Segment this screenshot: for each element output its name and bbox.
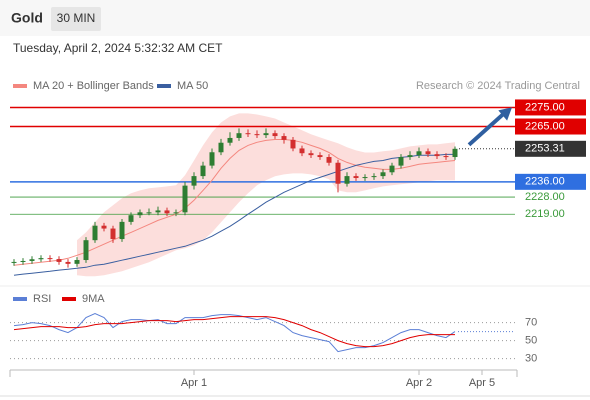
legend-label[interactable]: 9MA bbox=[82, 293, 105, 305]
indicator-line bbox=[13, 316, 455, 348]
x-tick-label: Apr 5 bbox=[469, 377, 495, 389]
candle-body bbox=[335, 162, 341, 184]
last-price-label: 2253.31 bbox=[525, 143, 565, 155]
candle-body bbox=[20, 260, 26, 262]
level-label-box bbox=[515, 118, 586, 135]
candle-body bbox=[227, 137, 233, 143]
attribution: Research © 2024 Trading Central bbox=[416, 80, 580, 92]
candle-body bbox=[443, 156, 449, 158]
timeframe-label[interactable]: 30 MIN bbox=[57, 11, 96, 25]
level-label: 2236.00 bbox=[525, 176, 565, 188]
candle-body bbox=[362, 177, 368, 179]
legend-label[interactable]: MA 20 + Bollinger Bands bbox=[33, 80, 154, 92]
instrument-title: Gold bbox=[11, 10, 43, 26]
candle-body bbox=[11, 261, 17, 263]
candle-body bbox=[236, 133, 242, 138]
legend-label[interactable]: RSI bbox=[33, 293, 51, 305]
legend-label[interactable]: MA 50 bbox=[177, 80, 208, 92]
candle-body bbox=[56, 259, 62, 262]
candle-body bbox=[272, 133, 278, 137]
candle-body bbox=[110, 228, 116, 240]
candle-body bbox=[434, 154, 440, 157]
candle-body bbox=[47, 258, 53, 260]
candle-body bbox=[164, 210, 170, 214]
timestamp: Tuesday, April 2, 2024 5:32:32 AM CET bbox=[13, 41, 223, 55]
candle-body bbox=[398, 157, 404, 166]
candle-body bbox=[182, 185, 188, 213]
candle-body bbox=[326, 157, 332, 163]
level-label: 2219.00 bbox=[525, 208, 565, 220]
candle-body bbox=[74, 260, 80, 264]
candle-body bbox=[407, 155, 413, 158]
candle-body bbox=[191, 176, 197, 186]
candle-body bbox=[65, 261, 71, 264]
candle-body bbox=[101, 225, 107, 229]
candle-body bbox=[353, 176, 359, 179]
candle-body bbox=[38, 258, 44, 260]
y-tick-label: 30 bbox=[525, 353, 537, 365]
candle-body bbox=[137, 212, 143, 216]
legend-swatch[interactable] bbox=[13, 297, 27, 301]
level-label-box bbox=[515, 173, 586, 190]
indicator-line bbox=[13, 313, 456, 353]
candle-body bbox=[281, 136, 287, 140]
bollinger-band bbox=[77, 113, 455, 277]
candle-body bbox=[119, 221, 125, 240]
candle-body bbox=[218, 142, 224, 153]
x-tick-label: Apr 2 bbox=[406, 377, 432, 389]
timeframe-badge[interactable] bbox=[51, 7, 101, 31]
candle-body bbox=[128, 215, 134, 222]
legend-swatch[interactable] bbox=[13, 84, 27, 88]
y-tick-label: 50 bbox=[525, 335, 537, 347]
candle-body bbox=[290, 139, 296, 149]
candle-body bbox=[173, 212, 179, 214]
candle-body bbox=[380, 172, 386, 177]
candle-body bbox=[29, 259, 35, 261]
x-tick-label: Apr 1 bbox=[181, 377, 207, 389]
forecast-arrow-head bbox=[498, 107, 512, 121]
candle-body bbox=[200, 165, 206, 177]
candle-body bbox=[425, 151, 431, 155]
candle-body bbox=[308, 153, 314, 156]
legend-swatch[interactable] bbox=[62, 297, 76, 301]
candle-body bbox=[263, 133, 269, 136]
candle-body bbox=[344, 176, 350, 184]
y-tick-label: 70 bbox=[525, 317, 537, 329]
candle-body bbox=[83, 240, 89, 261]
candle-body bbox=[416, 151, 422, 156]
forecast-arrow bbox=[467, 111, 506, 147]
candle-body bbox=[155, 210, 161, 213]
level-label: 2228.00 bbox=[525, 191, 565, 203]
candle-body bbox=[254, 134, 260, 136]
moving-average-line bbox=[13, 153, 455, 276]
level-label: 2275.00 bbox=[525, 101, 565, 113]
level-label-box bbox=[515, 99, 586, 116]
candle-body bbox=[452, 148, 458, 158]
candle-body bbox=[389, 165, 395, 173]
candle-body bbox=[299, 148, 305, 154]
candle-body bbox=[245, 133, 251, 135]
candle-body bbox=[209, 152, 215, 166]
legend-swatch[interactable] bbox=[157, 84, 171, 88]
candle-body bbox=[371, 176, 377, 178]
last-price-box bbox=[515, 140, 586, 157]
candle-body bbox=[92, 225, 98, 241]
candle-body bbox=[146, 212, 152, 214]
candle-body bbox=[317, 155, 323, 158]
level-label: 2265.00 bbox=[525, 120, 565, 132]
